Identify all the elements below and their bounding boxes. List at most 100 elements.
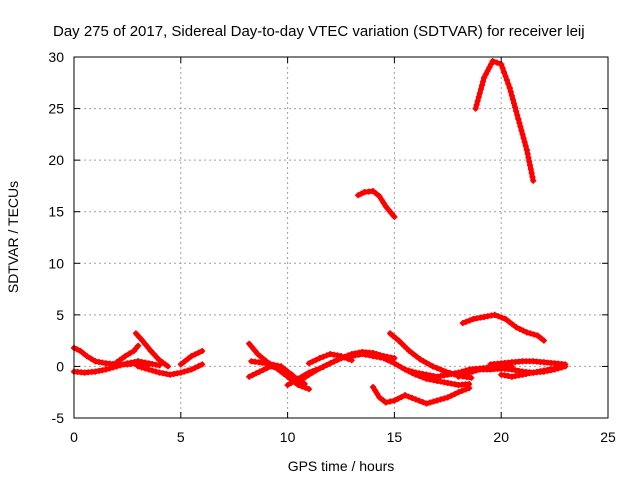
- data-point: [358, 190, 365, 197]
- data-point: [527, 166, 534, 173]
- data-point: [251, 347, 258, 354]
- data-point: [501, 69, 508, 76]
- data-point: [416, 397, 423, 404]
- data-point: [316, 365, 323, 372]
- series-arc-s: [459, 311, 547, 344]
- data-point: [474, 97, 481, 104]
- series-arc-b: [71, 358, 163, 376]
- data-point: [330, 358, 337, 365]
- series-arc-o: [370, 384, 473, 407]
- data-point: [498, 314, 505, 321]
- data-point: [402, 392, 409, 399]
- data-point: [438, 366, 445, 373]
- data-point: [150, 351, 157, 358]
- data-point: [323, 362, 330, 369]
- data-point: [327, 360, 334, 367]
- data-point: [391, 397, 398, 404]
- data-point: [530, 177, 537, 184]
- data-point: [195, 363, 202, 370]
- data-point: [135, 363, 142, 370]
- data-point: [184, 367, 191, 374]
- data-point: [287, 371, 294, 378]
- data-point: [164, 363, 171, 370]
- y-tick-label: 10: [48, 255, 64, 271]
- data-point: [537, 335, 544, 342]
- data-point: [459, 320, 466, 327]
- data-point: [524, 150, 531, 157]
- data-point: [448, 392, 455, 399]
- chart-title: Day 275 of 2017, Sidereal Day-to-day VTE…: [53, 23, 585, 40]
- data-point: [295, 378, 302, 385]
- y-tick-label: 25: [48, 101, 64, 117]
- data-point: [523, 329, 530, 336]
- data-point: [132, 330, 139, 337]
- data-point: [177, 369, 184, 376]
- data-point: [380, 200, 387, 207]
- y-tick-label: 0: [56, 358, 64, 374]
- data-point: [341, 354, 348, 361]
- data-point: [482, 71, 489, 78]
- data-point: [466, 369, 473, 376]
- data-point: [505, 80, 512, 87]
- data-point: [419, 399, 426, 406]
- data-point: [142, 341, 149, 348]
- data-point: [147, 347, 154, 354]
- data-point: [320, 363, 327, 370]
- data-point: [387, 358, 394, 365]
- data-point: [427, 399, 433, 406]
- data-point: [514, 112, 521, 119]
- data-point: [145, 344, 152, 351]
- data-point: [516, 119, 523, 126]
- data-point: [284, 368, 291, 375]
- data-point: [181, 358, 188, 365]
- data-point: [142, 365, 149, 372]
- data-point: [345, 355, 352, 362]
- data-point: [338, 353, 344, 360]
- data-point: [459, 372, 466, 379]
- data-point: [256, 368, 263, 375]
- data-point: [376, 193, 383, 200]
- data-point: [145, 366, 152, 373]
- data-point: [520, 135, 527, 142]
- data-point: [263, 360, 270, 367]
- data-point: [192, 364, 199, 371]
- data-point: [530, 331, 537, 338]
- data-point: [444, 394, 451, 401]
- data-point: [472, 105, 479, 112]
- data-point: [382, 203, 389, 210]
- series-arc-t: [472, 58, 537, 184]
- data-point: [88, 355, 95, 362]
- data-point: [473, 367, 480, 374]
- data-point: [80, 350, 87, 357]
- data-point: [301, 380, 308, 387]
- data-point: [249, 344, 255, 351]
- data-point: [481, 74, 488, 81]
- data-point: [372, 387, 379, 394]
- x-tick-label: 15: [387, 429, 403, 445]
- data-point: [391, 360, 398, 367]
- data-point: [302, 374, 309, 381]
- data-point: [502, 73, 509, 80]
- data-point: [394, 362, 401, 369]
- series-arc-f: [177, 347, 206, 368]
- y-tick-label: 20: [48, 152, 64, 168]
- data-point: [491, 311, 498, 318]
- data-point: [430, 398, 437, 405]
- data-point: [249, 372, 256, 379]
- data-point: [529, 173, 536, 180]
- data-point: [385, 206, 392, 213]
- data-point: [106, 365, 113, 372]
- data-point: [398, 364, 405, 371]
- data-point: [77, 347, 84, 354]
- data-point: [402, 366, 409, 373]
- data-point: [126, 350, 133, 357]
- data-point: [309, 358, 316, 365]
- data-point: [455, 389, 462, 396]
- x-tick-label: 5: [177, 429, 185, 445]
- data-point: [177, 361, 184, 368]
- data-point: [387, 398, 394, 405]
- data-point: [417, 356, 424, 363]
- data-point: [313, 356, 320, 363]
- data-point: [374, 390, 381, 397]
